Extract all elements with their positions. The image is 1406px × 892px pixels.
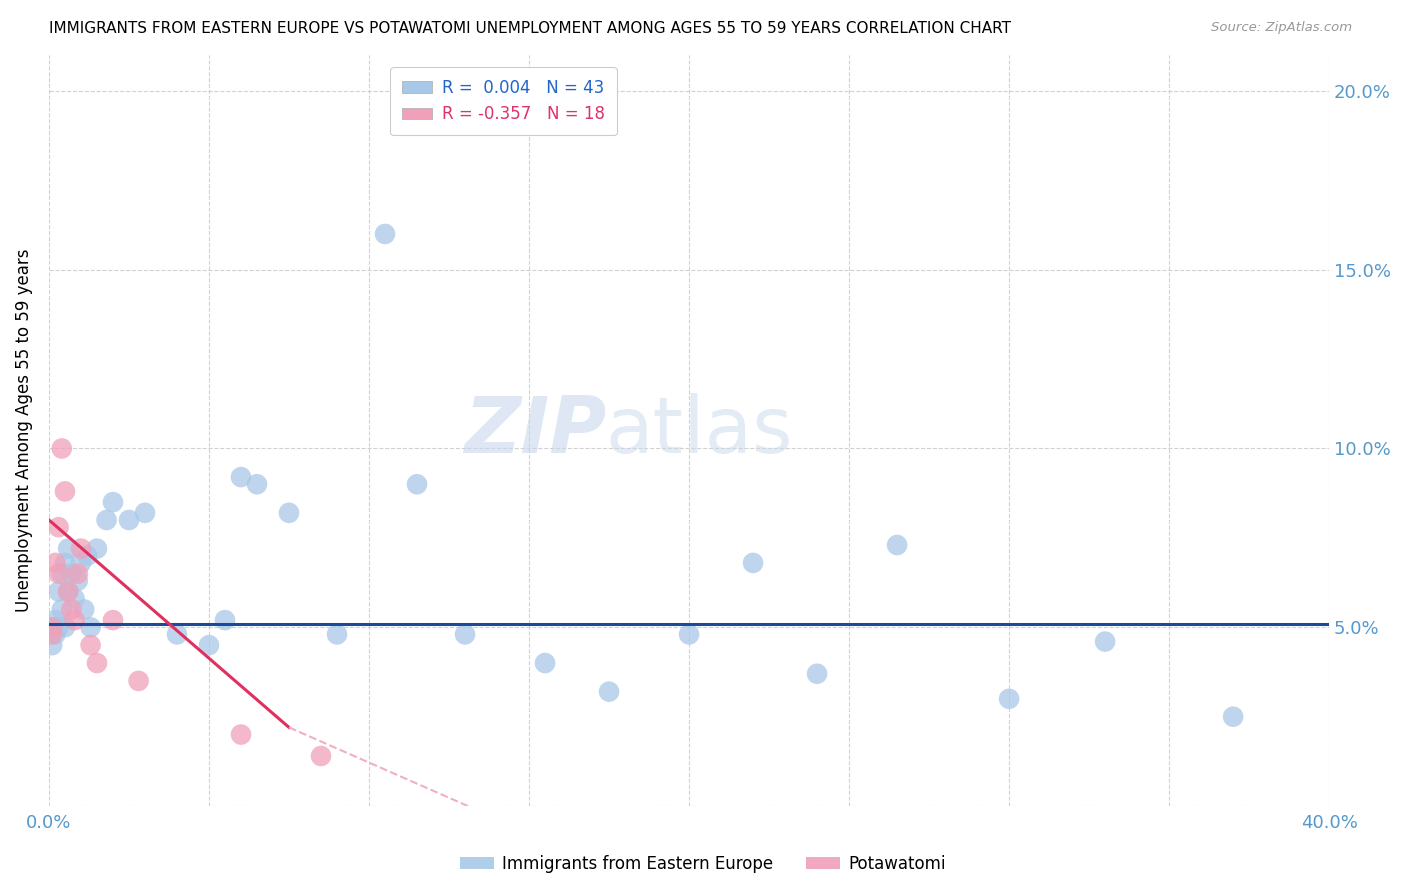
Point <box>60 566 83 581</box>
Point <box>60 602 83 616</box>
Point <box>374 227 396 241</box>
Point <box>678 627 700 641</box>
Point <box>41 620 63 634</box>
Point <box>166 627 188 641</box>
Point <box>53 556 76 570</box>
Point <box>806 666 828 681</box>
Point <box>41 620 63 634</box>
Point <box>309 749 332 764</box>
Point <box>86 541 108 556</box>
Point <box>101 495 124 509</box>
Point <box>48 584 70 599</box>
Point <box>406 477 429 491</box>
Text: atlas: atlas <box>606 392 793 468</box>
Point <box>63 613 86 627</box>
Point <box>86 656 108 670</box>
Point <box>886 538 908 552</box>
Point <box>70 556 93 570</box>
Point <box>73 602 96 616</box>
Point <box>534 656 557 670</box>
Point <box>56 584 79 599</box>
Legend: R =  0.004   N = 43, R = -0.357   N = 18: R = 0.004 N = 43, R = -0.357 N = 18 <box>391 67 617 135</box>
Point <box>48 520 70 534</box>
Point <box>134 506 156 520</box>
Point <box>63 591 86 606</box>
Point <box>51 566 73 581</box>
Point <box>66 566 89 581</box>
Point <box>76 549 98 563</box>
Point <box>51 602 73 616</box>
Point <box>70 541 93 556</box>
Text: IMMIGRANTS FROM EASTERN EUROPE VS POTAWATOMI UNEMPLOYMENT AMONG AGES 55 TO 59 YE: IMMIGRANTS FROM EASTERN EUROPE VS POTAWA… <box>49 21 1011 37</box>
Point <box>1222 709 1244 723</box>
Text: ZIP: ZIP <box>464 392 606 468</box>
Point <box>214 613 236 627</box>
Point <box>326 627 349 641</box>
Point <box>278 506 301 520</box>
Point <box>229 727 252 741</box>
Point <box>41 627 63 641</box>
Point <box>229 470 252 484</box>
Point <box>41 638 63 652</box>
Point <box>598 684 620 698</box>
Point <box>79 638 101 652</box>
Point <box>1094 634 1116 648</box>
Point <box>53 484 76 499</box>
Point <box>53 620 76 634</box>
Point <box>56 541 79 556</box>
Point <box>56 584 79 599</box>
Point <box>118 513 141 527</box>
Point <box>128 673 150 688</box>
Point <box>51 442 73 456</box>
Point <box>66 574 89 588</box>
Point <box>96 513 118 527</box>
Point <box>44 613 66 627</box>
Text: Source: ZipAtlas.com: Source: ZipAtlas.com <box>1212 21 1353 35</box>
Point <box>742 556 765 570</box>
Point <box>48 566 70 581</box>
Point <box>246 477 269 491</box>
Point <box>48 620 70 634</box>
Point <box>79 620 101 634</box>
Point <box>198 638 221 652</box>
Point <box>44 627 66 641</box>
Point <box>998 691 1021 706</box>
Y-axis label: Unemployment Among Ages 55 to 59 years: Unemployment Among Ages 55 to 59 years <box>15 249 32 612</box>
Point <box>454 627 477 641</box>
Legend: Immigrants from Eastern Europe, Potawatomi: Immigrants from Eastern Europe, Potawato… <box>454 848 952 880</box>
Point <box>44 556 66 570</box>
Point <box>101 613 124 627</box>
